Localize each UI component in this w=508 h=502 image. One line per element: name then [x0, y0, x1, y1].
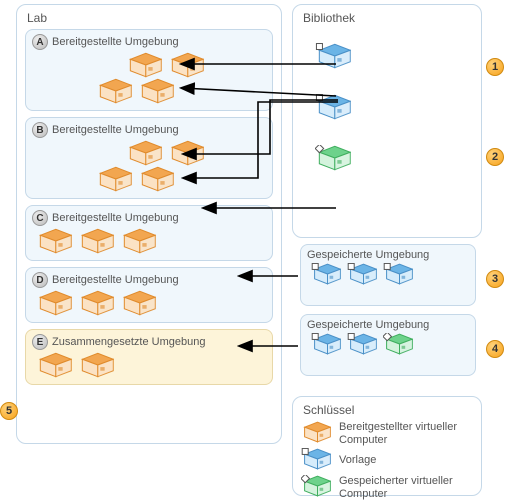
stored-icon [315, 145, 473, 174]
letter-badge: D [32, 272, 48, 288]
environment-label: Zusammengesetzte Umgebung [52, 336, 205, 348]
lab-environment: C Bereitgestellte Umgebung [25, 205, 273, 261]
legend-title: Schlüssel [303, 403, 473, 417]
lab-panel: Lab A Bereitgestellte Umgebung B Bereitges… [16, 4, 282, 444]
deployed-vm-icon [126, 52, 162, 78]
saved-environment-label: Gespeicherte Umgebung [307, 249, 469, 261]
letter-badge: A [32, 34, 48, 50]
template-icon [311, 333, 341, 355]
environment-label: Bereitgestellte Umgebung [52, 124, 179, 136]
deployed-vm-icon [126, 140, 162, 166]
template-icon [347, 333, 377, 355]
template-icon [301, 448, 331, 473]
deployed-vm-icon [78, 352, 114, 378]
template-icon [311, 263, 341, 285]
library-panel: Bibliothek [292, 4, 482, 238]
template-icon [383, 263, 413, 285]
number-badge: 2 [486, 148, 504, 166]
template-icon [315, 94, 473, 123]
stored-icon [301, 475, 331, 500]
letter-badge: B [32, 122, 48, 138]
deployed-vm-icon [36, 228, 72, 254]
template-icon [347, 263, 377, 285]
library-title: Bibliothek [303, 11, 473, 25]
legend-text: Gespeicherter virtueller Computer [339, 475, 473, 500]
number-badge: 4 [486, 340, 504, 358]
number-badge: 3 [486, 270, 504, 288]
number-badge: 1 [486, 58, 504, 76]
deployed-vm-icon [138, 78, 174, 104]
deployed-vm-icon [36, 290, 72, 316]
letter-badge: C [32, 210, 48, 226]
lab-environment: A Bereitgestellte Umgebung [25, 29, 273, 111]
environment-label: Bereitgestellte Umgebung [52, 36, 179, 48]
deployed-vm-icon [78, 290, 114, 316]
deployed-vm-icon [168, 52, 204, 78]
deployed-vm-icon [168, 140, 204, 166]
saved-environment: Gespeicherte Umgebung [300, 314, 476, 376]
deployed-vm-icon [96, 166, 132, 192]
deployed-vm-icon [96, 78, 132, 104]
environment-label: Bereitgestellte Umgebung [52, 274, 179, 286]
stored-icon [383, 333, 413, 355]
deployed-vm-icon [78, 228, 114, 254]
lab-environment: B Bereitgestellte Umgebung [25, 117, 273, 199]
letter-badge: E [32, 334, 48, 350]
legend-entry: Vorlage [301, 448, 473, 473]
deployed-vm-icon [138, 166, 174, 192]
lab-environment: E Zusammengesetzte Umgebung [25, 329, 273, 385]
template-icon [315, 43, 473, 72]
legend-entry: Gespeicherter virtueller Computer [301, 475, 473, 500]
deployed-vm-icon [120, 290, 156, 316]
saved-environment: Gespeicherte Umgebung [300, 244, 476, 306]
lab-environment: D Bereitgestellte Umgebung [25, 267, 273, 323]
legend-panel: Schlüssel Bereitgestellter virtueller Co… [292, 396, 482, 496]
legend-entry: Bereitgestellter virtueller Computer [301, 421, 473, 446]
lab-title: Lab [27, 11, 273, 25]
legend-text: Vorlage [339, 454, 376, 467]
deployed-icon [301, 421, 331, 446]
saved-environment-label: Gespeicherte Umgebung [307, 319, 469, 331]
legend-text: Bereitgestellter virtueller Computer [339, 421, 473, 446]
environment-label: Bereitgestellte Umgebung [52, 212, 179, 224]
number-badge: 5 [0, 402, 18, 420]
deployed-vm-icon [36, 352, 72, 378]
deployed-vm-icon [120, 228, 156, 254]
